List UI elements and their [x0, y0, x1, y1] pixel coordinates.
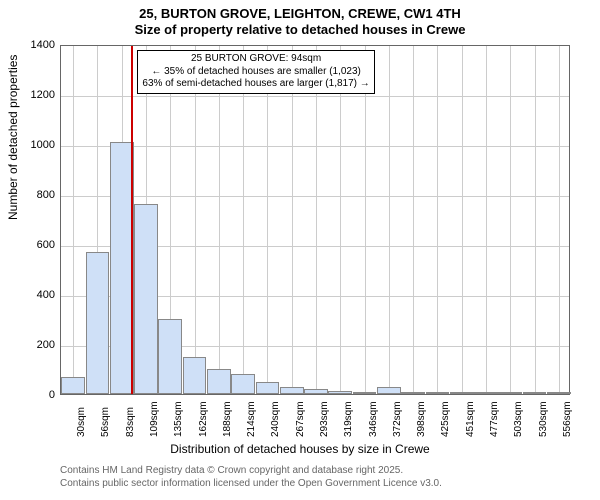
chart-title-line2: Size of property relative to detached ho…: [0, 22, 600, 37]
histogram-bar: [280, 387, 304, 395]
x-tick-label: 83sqm: [125, 407, 136, 437]
grid-line-h: [61, 146, 569, 147]
annotation-line-2: ← 35% of detached houses are smaller (1,…: [142, 66, 369, 79]
x-tick-label: 162sqm: [198, 401, 209, 437]
annotation-box: 25 BURTON GROVE: 94sqm← 35% of detached …: [137, 50, 374, 94]
histogram-bar: [474, 392, 498, 394]
x-tick-label: 188sqm: [222, 401, 233, 437]
histogram-bar: [328, 391, 352, 395]
annotation-line-3: 63% of semi-detached houses are larger (…: [142, 78, 369, 91]
histogram-bar: [426, 392, 450, 394]
x-tick-label: 425sqm: [440, 401, 451, 437]
y-tick-label: 1200: [0, 89, 55, 101]
histogram-bar: [304, 389, 328, 394]
histogram-bar: [158, 319, 182, 394]
x-tick-label: 135sqm: [173, 401, 184, 437]
grid-line-v: [73, 46, 74, 394]
x-tick-label: 319sqm: [343, 401, 354, 437]
marker-line: [131, 46, 133, 394]
x-tick-label: 267sqm: [295, 401, 306, 437]
grid-line-v: [413, 46, 414, 394]
grid-line-v: [437, 46, 438, 394]
grid-line-v: [267, 46, 268, 394]
histogram-bar: [231, 374, 255, 394]
y-tick-label: 800: [0, 189, 55, 201]
annotation-line-1: 25 BURTON GROVE: 94sqm: [142, 53, 369, 66]
y-tick-label: 400: [0, 289, 55, 301]
grid-line-v: [462, 46, 463, 394]
grid-line-v: [340, 46, 341, 394]
x-tick-label: 346sqm: [368, 401, 379, 437]
x-tick-label: 240sqm: [270, 401, 281, 437]
grid-line-v: [195, 46, 196, 394]
x-tick-label: 30sqm: [76, 407, 87, 437]
histogram-bar: [110, 142, 134, 395]
x-tick-label: 398sqm: [416, 401, 427, 437]
grid-line-v: [243, 46, 244, 394]
histogram-bar: [86, 252, 110, 395]
grid-line-v: [365, 46, 366, 394]
histogram-bar: [401, 392, 425, 394]
chart-container: 25, BURTON GROVE, LEIGHTON, CREWE, CW1 4…: [0, 0, 600, 500]
grid-line-v: [316, 46, 317, 394]
histogram-bar: [377, 387, 401, 395]
x-tick-label: 530sqm: [538, 401, 549, 437]
histogram-bar: [207, 369, 231, 394]
grid-line-v: [486, 46, 487, 394]
histogram-bar: [134, 204, 158, 394]
y-tick-label: 200: [0, 339, 55, 351]
chart-title-line1: 25, BURTON GROVE, LEIGHTON, CREWE, CW1 4…: [0, 6, 600, 21]
histogram-bar: [61, 377, 85, 395]
footer-line-2: Contains public sector information licen…: [60, 478, 442, 489]
histogram-bar: [450, 392, 474, 394]
x-tick-label: 372sqm: [392, 401, 403, 437]
histogram-bar: [353, 392, 377, 395]
x-tick-label: 477sqm: [489, 401, 500, 437]
y-tick-label: 600: [0, 239, 55, 251]
x-tick-label: 56sqm: [100, 407, 111, 437]
grid-line-h: [61, 196, 569, 197]
grid-line-v: [535, 46, 536, 394]
grid-line-v: [389, 46, 390, 394]
x-tick-label: 451sqm: [465, 401, 476, 437]
footer-line-1: Contains HM Land Registry data © Crown c…: [60, 465, 403, 476]
x-axis-label: Distribution of detached houses by size …: [0, 442, 600, 456]
y-tick-label: 1400: [0, 39, 55, 51]
plot-area: 25 BURTON GROVE: 94sqm← 35% of detached …: [60, 45, 570, 395]
histogram-bar: [498, 392, 522, 394]
histogram-bar: [547, 392, 571, 394]
histogram-bar: [183, 357, 207, 395]
x-tick-label: 214sqm: [246, 401, 257, 437]
grid-line-h: [61, 96, 569, 97]
grid-line-v: [292, 46, 293, 394]
histogram-bar: [256, 382, 280, 395]
grid-line-v: [219, 46, 220, 394]
y-tick-label: 1000: [0, 139, 55, 151]
x-tick-label: 503sqm: [513, 401, 524, 437]
grid-line-v: [510, 46, 511, 394]
grid-line-v: [559, 46, 560, 394]
y-tick-label: 0: [0, 389, 55, 401]
x-tick-label: 109sqm: [149, 401, 160, 437]
x-tick-label: 556sqm: [562, 401, 573, 437]
x-tick-label: 293sqm: [319, 401, 330, 437]
histogram-bar: [523, 392, 547, 394]
